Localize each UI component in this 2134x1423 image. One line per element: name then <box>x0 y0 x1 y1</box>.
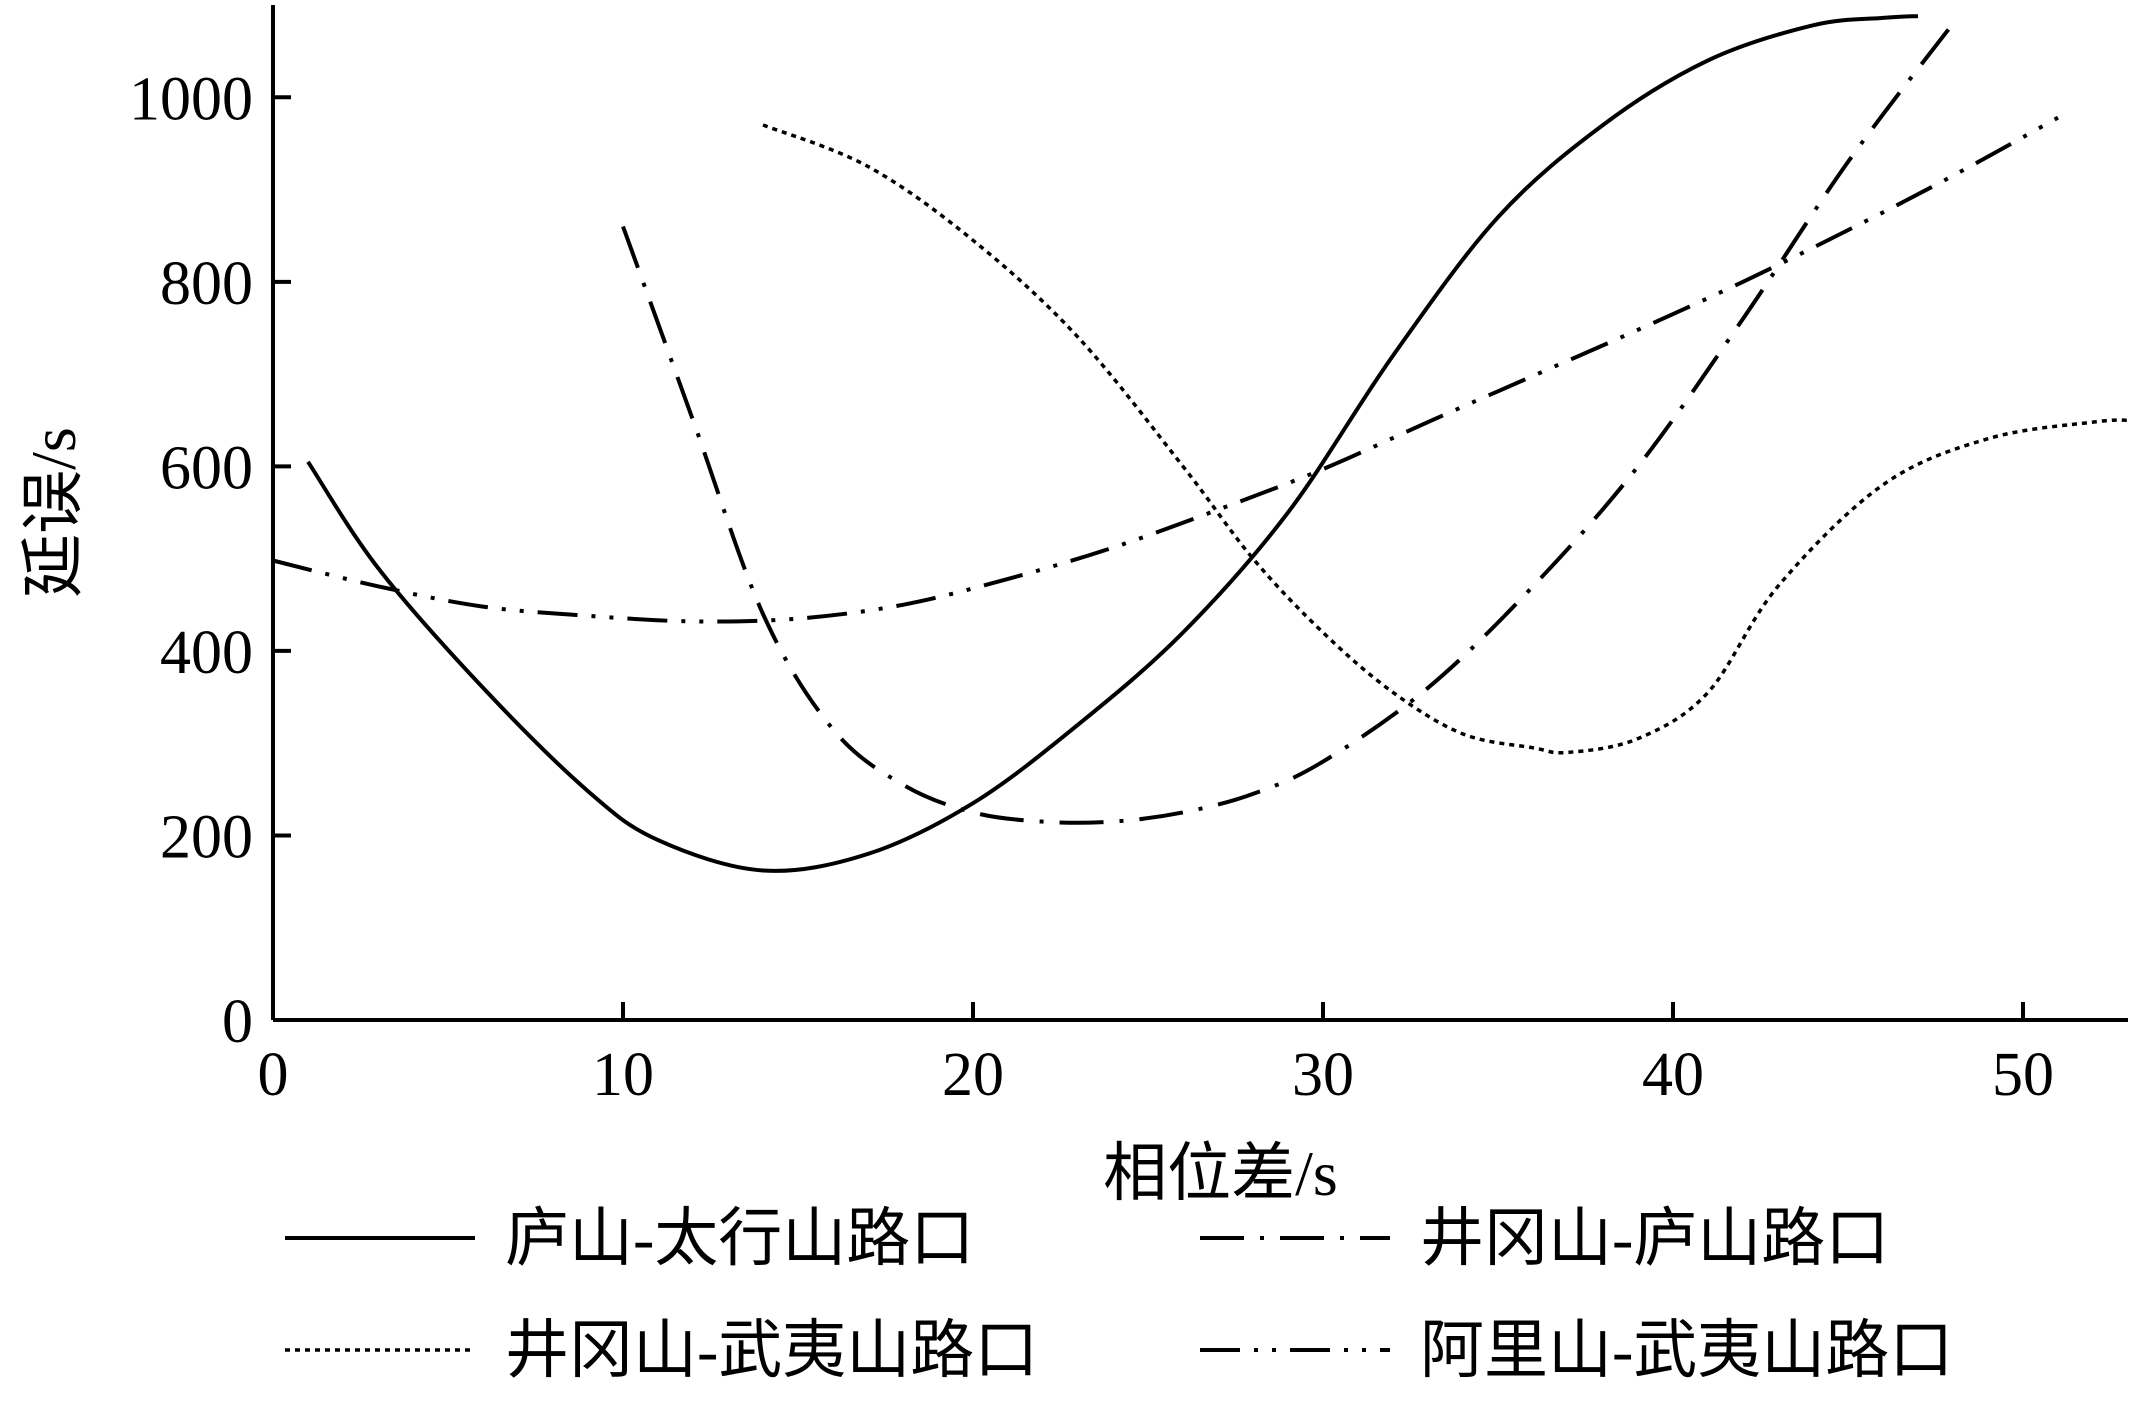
x-tick-label: 40 <box>1642 1041 1704 1109</box>
series-line-4 <box>272 115 2059 624</box>
legend-label-4: 阿里山-武夷山路口 <box>1420 1315 1953 1386</box>
series-line-3 <box>762 123 2129 755</box>
x-tick-label: 10 <box>592 1041 654 1109</box>
x-tick-label: 0 <box>258 1041 289 1109</box>
series-line-1 <box>306 14 1919 873</box>
legend-label-1: 庐山-太行山路口 <box>505 1203 974 1274</box>
y-tick-label: 800 <box>160 250 253 318</box>
y-axis-label: 延误/s <box>18 427 89 598</box>
legend-label-2: 井冈山-庐山路口 <box>1420 1203 1889 1274</box>
y-ticks: 0 200 400 600 800 1000 <box>129 65 291 1056</box>
series-layer <box>272 14 2129 873</box>
series-line-2 <box>621 22 1955 825</box>
legend-label-3: 井冈山-武夷山路口 <box>505 1315 1038 1386</box>
x-axis-label: 相位差/s <box>1103 1138 1338 1209</box>
y-tick-label: 600 <box>160 434 253 502</box>
axes: 0 10 20 30 40 50 0 200 400 600 800 1000 <box>129 5 2128 1109</box>
y-tick-label: 1000 <box>129 65 253 133</box>
x-tick-label: 20 <box>942 1041 1004 1109</box>
x-tick-label: 50 <box>1992 1041 2054 1109</box>
x-ticks: 0 10 20 30 40 50 <box>258 1002 2054 1109</box>
x-tick-label: 30 <box>1292 1041 1354 1109</box>
y-tick-label: 0 <box>222 988 253 1056</box>
y-tick-label: 400 <box>160 619 253 687</box>
y-tick-label: 200 <box>160 803 253 871</box>
